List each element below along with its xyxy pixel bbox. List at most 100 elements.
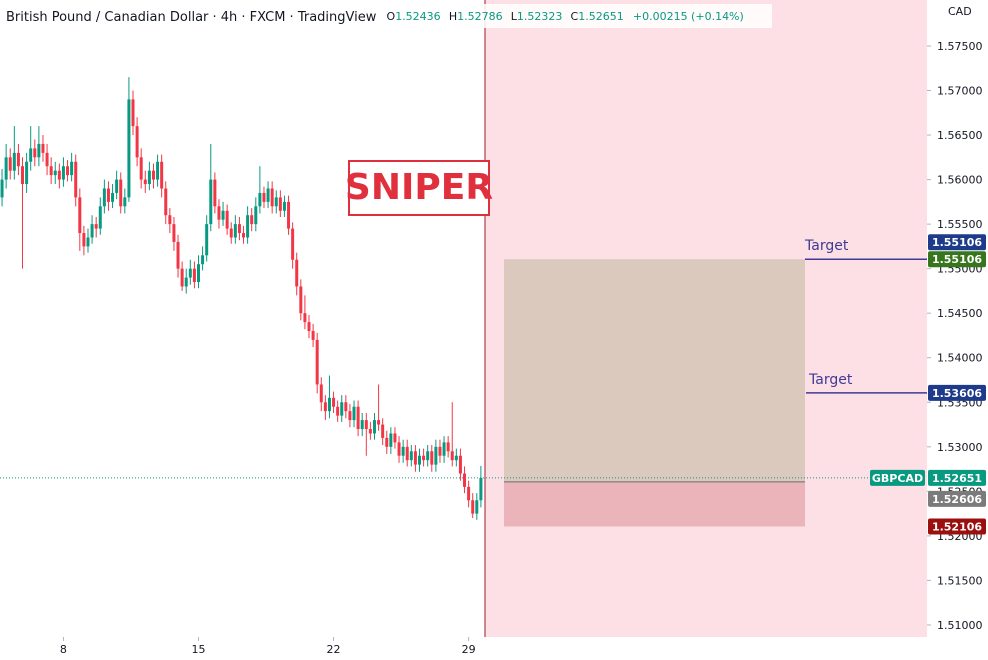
price-label-bg	[928, 469, 986, 486]
y-tick-label: 1.55500	[937, 218, 983, 231]
candle-body	[393, 433, 397, 443]
candle-body	[315, 339, 319, 385]
candle-body	[356, 406, 360, 430]
candle-body	[303, 313, 307, 323]
candle-body	[176, 241, 180, 269]
candle-body	[66, 166, 70, 176]
candle-body	[209, 179, 213, 225]
candle-body	[172, 224, 176, 242]
candle-body	[37, 143, 41, 158]
candle-body	[475, 500, 479, 514]
price-label-bg	[928, 518, 986, 535]
candle-body	[98, 206, 102, 229]
candle-body	[41, 143, 45, 153]
profit-zone	[504, 259, 805, 482]
candle-body	[102, 188, 106, 207]
candle-body	[188, 268, 192, 278]
candle-body	[385, 437, 389, 447]
candle-body	[319, 384, 323, 403]
candle-body	[352, 406, 356, 421]
plot-area	[0, 77, 927, 527]
candle-body	[94, 224, 98, 229]
candle-body	[250, 215, 254, 225]
symbol-tag	[870, 469, 925, 486]
y-tick-label: 1.54000	[937, 352, 983, 365]
candle-body	[127, 99, 131, 198]
candle-body	[467, 486, 471, 501]
candle-body	[291, 228, 295, 260]
chart-title: British Pound / Canadian Dollar · 4h · F…	[6, 10, 377, 25]
candle-body	[254, 206, 258, 225]
candle-body	[164, 188, 168, 216]
candle-body	[86, 237, 90, 247]
candle-body	[229, 228, 233, 238]
legend-label: C	[571, 10, 579, 23]
candle-body	[82, 233, 86, 247]
candle-body	[397, 442, 401, 456]
candle-body	[344, 402, 348, 412]
candle-body	[446, 442, 450, 452]
y-tick-label: 1.56000	[937, 174, 983, 187]
y-tick-label: 1.51500	[937, 574, 983, 587]
candle-body	[196, 264, 200, 283]
header: British Pound / Canadian Dollar · 4h · F…	[6, 10, 744, 25]
candle-body	[111, 192, 115, 202]
candle-body	[160, 161, 164, 189]
candle-body	[49, 166, 53, 176]
candle-body	[454, 455, 458, 461]
candle-body	[246, 215, 250, 238]
candle-body	[106, 188, 110, 202]
candle-body	[405, 446, 409, 461]
candle-body	[340, 402, 344, 416]
candle-body	[123, 197, 127, 207]
candle-body	[12, 152, 16, 171]
candle-body	[262, 192, 266, 202]
candle-body	[16, 152, 20, 167]
candle-body	[377, 420, 381, 425]
candle-body	[205, 224, 209, 256]
candle-body	[450, 451, 454, 461]
candle-body	[45, 152, 49, 167]
candle-body	[119, 179, 123, 207]
candle-body	[368, 429, 372, 434]
legend-value: 1.52786	[457, 10, 503, 23]
candle-body	[4, 157, 8, 180]
candle-body	[458, 455, 462, 474]
loss-zone	[504, 481, 805, 527]
candle-body	[221, 210, 225, 220]
candle-body	[434, 446, 438, 465]
candle-body	[90, 224, 94, 238]
legend-label: O	[387, 10, 396, 23]
price-axis	[927, 0, 988, 660]
candle-body	[135, 126, 139, 158]
candle-body	[78, 197, 82, 234]
price-label-bg	[928, 490, 986, 507]
candle-body	[307, 322, 311, 332]
candle-body	[401, 446, 405, 456]
legend-value: 1.52651	[578, 10, 624, 23]
candle-body	[287, 201, 291, 229]
y-tick-label: 1.57500	[937, 40, 983, 53]
x-tick-label: 22	[327, 643, 341, 656]
candle-body	[364, 420, 368, 430]
candle-body	[156, 161, 160, 180]
candle-body	[115, 179, 119, 193]
y-tick-label: 1.56500	[937, 129, 983, 142]
candle-body	[217, 206, 221, 220]
candle-body	[151, 170, 155, 180]
candle-body	[180, 268, 184, 287]
x-tick-label: 8	[60, 643, 67, 656]
candle-body	[237, 224, 241, 234]
price-label: 1.52106	[932, 520, 982, 533]
candle-body	[201, 255, 205, 265]
candle-body	[336, 406, 340, 416]
candle-body	[323, 402, 327, 412]
candle-body	[258, 192, 262, 207]
candle-body	[70, 161, 74, 176]
candle-body	[184, 277, 188, 287]
price-label: 1.52606	[932, 493, 982, 506]
candle-body	[29, 148, 33, 162]
candle-body	[233, 224, 237, 238]
candle-body	[74, 161, 78, 198]
